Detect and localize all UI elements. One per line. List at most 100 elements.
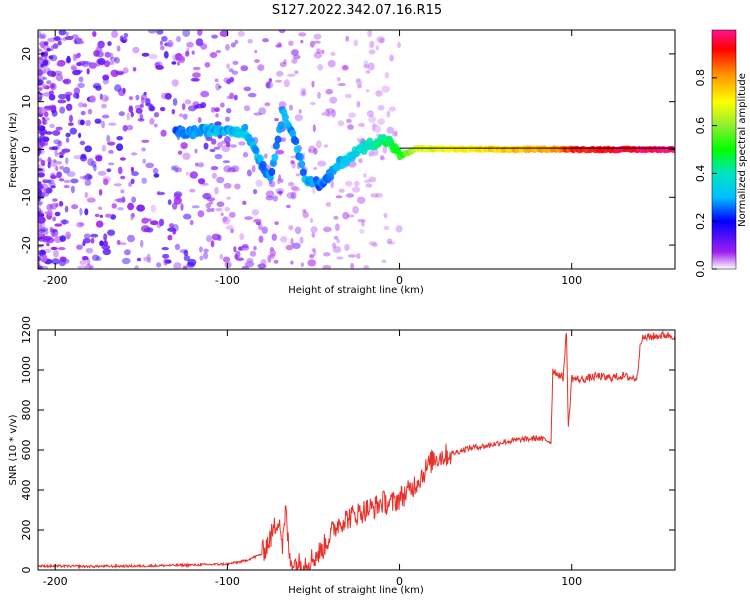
spectrogram-signal-point [268,167,276,176]
spectrogram-noise-blob [210,240,215,248]
spectrogram-noise-blob [194,148,198,154]
snr-y-axis-label: SNR (10 * v/v) [8,414,19,485]
spectrogram-noise-blob [230,228,234,234]
spectrogram-noise-blob [355,78,361,83]
spectrogram-noise-blob [242,151,249,158]
spectrogram-noise-blob [54,149,59,157]
spectrogram-noise-blob [323,226,332,233]
spectrogram-noise-blob [172,98,178,106]
spectrogram-noise-blob [389,54,394,62]
spectrogram-noise-blob [163,51,169,59]
spectrogram-noise-blob [38,202,42,207]
spectrogram-noise-blob [206,197,216,202]
spectrogram-noise-blob [251,165,256,173]
spectrogram-noise-blob [381,85,390,93]
spectrogram-noise-blob [44,51,49,57]
spectrogram-noise-blob [59,235,66,242]
spectrogram-noise-blob [233,94,238,101]
spectrogram-noise-blob [290,155,297,159]
spectrogram-noise-blob [40,33,47,39]
spectrogram-noise-blob [46,47,51,52]
spectrogram-noise-blob [104,51,111,58]
spectrogram-noise-blob [215,50,222,54]
snr-y-ticks: 0 200 400 600 800 1000 1200 [20,316,675,574]
spectrogram-noise-blob [38,94,41,98]
spectrogram-noise-blob [309,254,315,259]
spectrogram-noise-blob [262,38,269,43]
spectrogram-noise-blob [392,131,397,137]
spectrogram-noise-blob [130,217,134,221]
spectrogram-noise-blob [367,62,375,71]
spectrogram-noise-blob [52,216,56,222]
spectrogram-noise-blob [84,61,92,65]
spectrogram-noise-blob [329,96,338,104]
spectrogram-noise-blob [316,140,322,149]
spectrogram-noise-blob [171,61,177,65]
spectrogram-noise-blob [38,207,42,215]
spectrogram-noise-blob [178,113,184,118]
spectrogram-noise-blob [52,43,59,49]
spectrogram-noise-blob [368,115,376,123]
spectrogram-noise-blob [161,35,168,42]
spectrogram-noise-blob [162,253,170,259]
spectrogram-noise-blob [78,40,85,45]
spectrogram-noise-blob [62,219,66,225]
spectrogram-noise-blob [41,83,47,90]
spectrogram-noise-blob [243,86,252,92]
spectrogram-noise-blob [233,246,237,253]
spectrogram-noise-blob [182,152,191,160]
colorbar-tick-label: 0.6 [694,117,707,135]
spectrogram-noise-blob [59,154,64,159]
spectrogram-noise-blob [172,53,181,62]
spectrogram-noise-blob [268,78,272,83]
spectrogram-noise-blob [65,57,72,64]
spectrogram-noise-blob [317,64,323,71]
spectrogram-noise-blob [130,166,134,173]
spectrogram-noise-blob [379,154,385,160]
spectrogram-noise-blob [326,108,335,114]
spectrogram-noise-blob [331,109,336,118]
spectrogram-noise-blob [118,166,123,175]
spectrogram-noise-blob [253,218,262,223]
spectrogram-noise-blob [113,183,122,187]
spectrogram-noise-blob [254,59,260,63]
spectrogram-noise-blob [292,242,301,249]
spectrogram-noise-blob [50,175,57,179]
spectrogram-noise-blob [50,185,56,189]
spectrogram-y-tick-label: -20 [20,236,33,254]
spectrogram-noise-blob [101,94,109,103]
spectrogram-x-axis-label: Height of straight line (km) [288,285,424,296]
spectrogram-noise-blob [85,119,91,127]
spectrogram-noise-blob [311,232,316,238]
spectrogram-noise-blob [41,116,46,120]
spectrogram-noise-blob [365,70,371,74]
snr-series-line [38,330,675,570]
spectrogram-noise-blob [99,214,104,218]
spectrogram-noise-blob [227,167,236,173]
spectrogram-noise-blob [313,33,322,40]
spectrogram-noise-blob [91,160,97,168]
spectrogram-noise-blob [135,107,143,114]
spectrogram-noise-blob [335,223,340,232]
snr-plot-area [38,330,675,570]
spectrogram-noise-blob [164,92,172,100]
spectrogram-noise-blob [60,219,69,225]
spectrogram-noise-blob [38,124,42,130]
spectrogram-noise-blob [106,134,111,143]
spectrogram-noise-blob [76,221,84,228]
spectrogram-noise-blob [42,76,48,81]
spectrogram-noise-blob [74,53,80,59]
spectrogram-noise-blob [203,248,209,253]
spectrogram-noise-blob [203,252,209,260]
spectrogram-noise-blob [210,106,216,113]
spectrogram-noise-blob [141,217,149,224]
spectrogram-noise-blob [219,253,223,260]
snr-y-tick-label: 600 [20,440,33,461]
spectrogram-noise-blob [182,113,188,120]
spectrogram-noise-blob [63,78,72,85]
spectrogram-noise-blob [98,189,103,196]
spectrogram-noise-blob [88,62,97,69]
spectrogram-noise-blob [280,236,288,243]
spectrogram-noise-blob [47,37,56,43]
spectrogram-noise-blob [48,104,57,110]
